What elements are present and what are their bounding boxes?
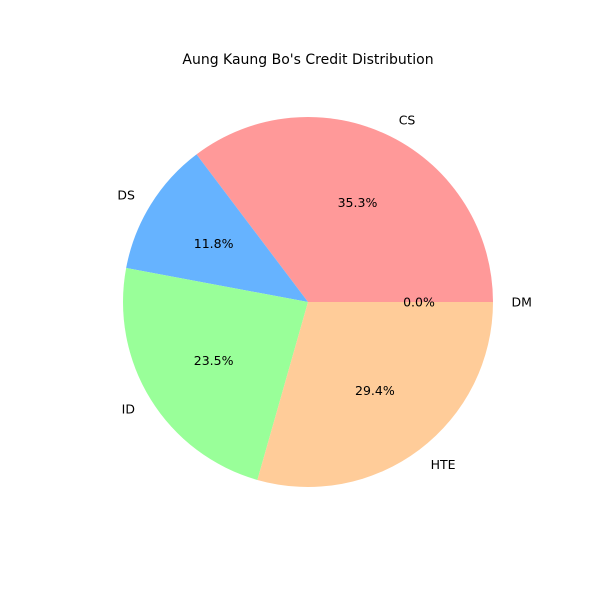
pie-slices: [123, 116, 494, 487]
chart-title: Aung Kaung Bo's Credit Distribution: [182, 52, 433, 68]
slice-label-dm: DM: [512, 295, 532, 310]
pie-slice-hte: [257, 302, 493, 487]
pie-slice-id: [123, 268, 308, 480]
slice-percent-dm: 0.0%: [403, 295, 435, 310]
slice-percent-cs: 35.3%: [338, 195, 378, 210]
slice-label-id: ID: [122, 402, 135, 417]
slice-label-ds: DS: [117, 187, 135, 202]
pie-slice-cs: [196, 116, 494, 302]
pie-slice-ds: [126, 154, 308, 302]
slice-label-cs: CS: [399, 112, 416, 127]
pie-labels: CS 35.3% DS 11.8% ID 23.5% HTE 29.4% DM 0.0%: [117, 112, 532, 472]
slice-label-hte: HTE: [431, 457, 456, 472]
slice-percent-hte: 29.4%: [355, 383, 395, 398]
slice-percent-id: 23.5%: [194, 353, 234, 368]
slice-percent-ds: 11.8%: [194, 236, 234, 251]
